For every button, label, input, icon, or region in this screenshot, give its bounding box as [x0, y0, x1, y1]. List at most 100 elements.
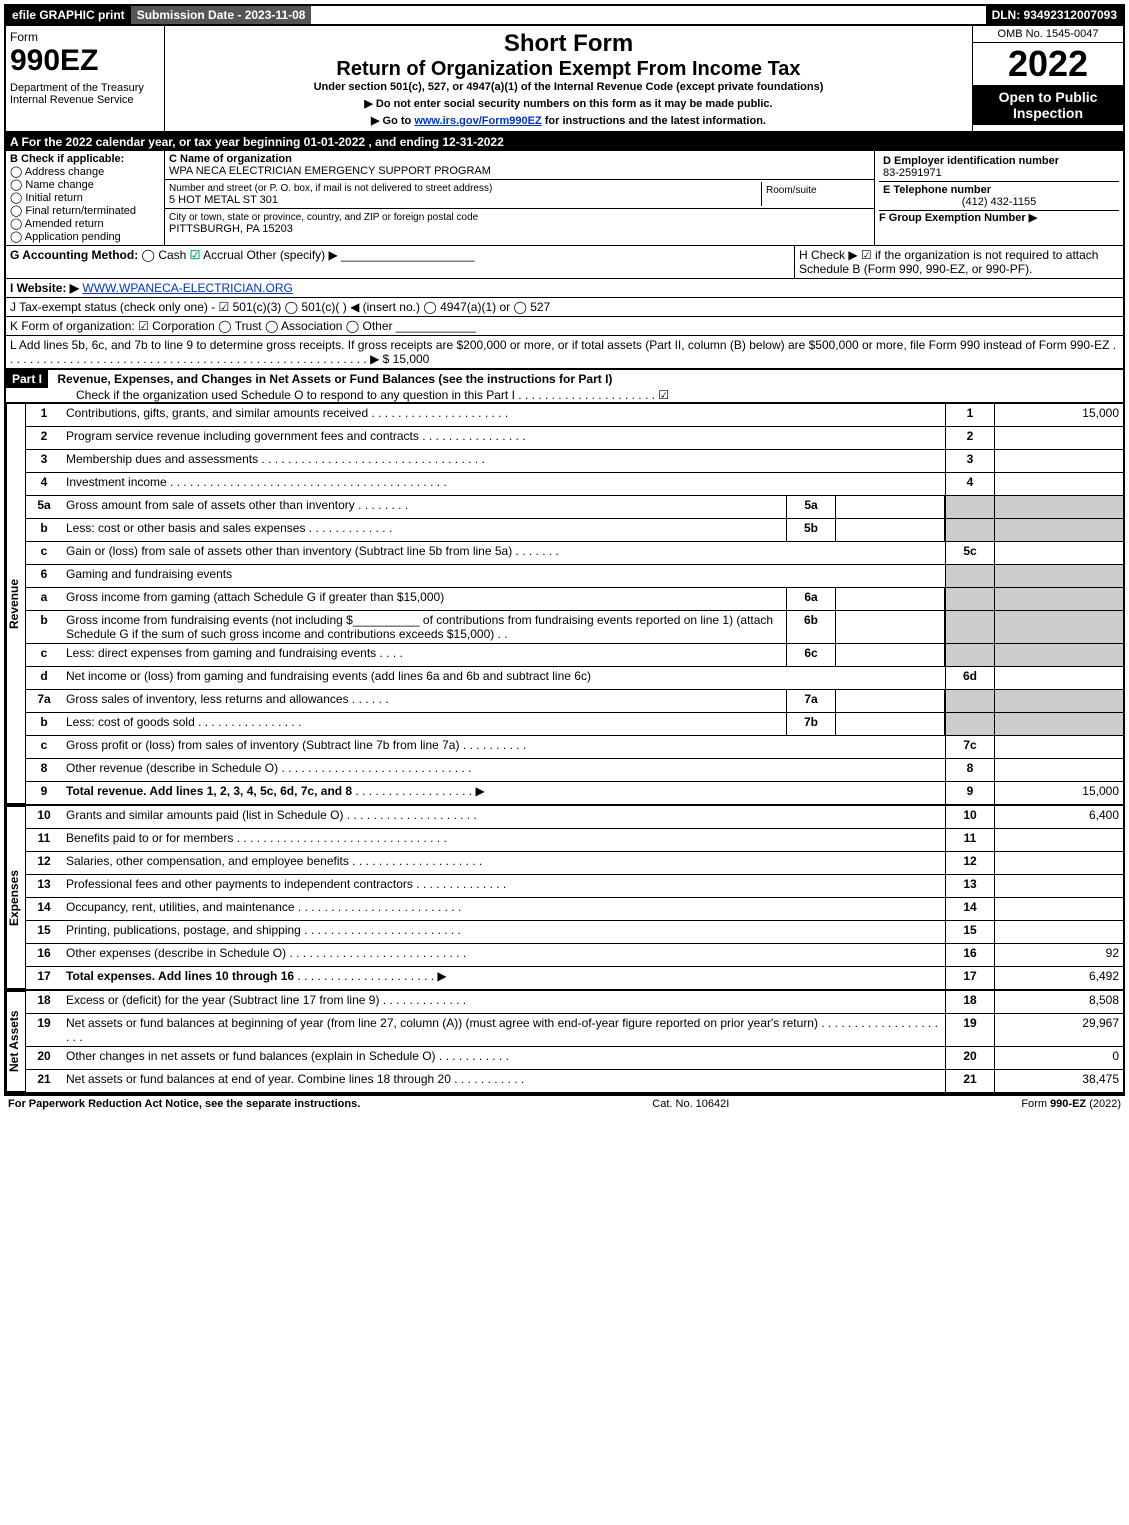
- org-name: WPA NECA ELECTRICIAN EMERGENCY SUPPORT P…: [169, 165, 491, 177]
- c-name-label: C Name of organization: [169, 153, 292, 165]
- netassets-section: Net Assets 18Excess or (deficit) for the…: [4, 989, 1125, 1094]
- under-section: Under section 501(c), 527, or 4947(a)(1)…: [169, 81, 968, 93]
- line-19-val: 29,967: [995, 1014, 1123, 1046]
- line-7b-desc: Less: cost of goods sold: [66, 715, 195, 729]
- j-text: J Tax-exempt status (check only one) - ☑…: [10, 300, 550, 314]
- line-5c-val: [995, 542, 1123, 564]
- revenue-section: Revenue 1Contributions, gifts, grants, a…: [4, 403, 1125, 804]
- j-row: J Tax-exempt status (check only one) - ☑…: [4, 297, 1125, 316]
- expenses-section: Expenses 10Grants and similar amounts pa…: [4, 804, 1125, 989]
- line-6c-desc: Less: direct expenses from gaming and fu…: [66, 646, 376, 660]
- line-6c-sub: 6c: [786, 644, 836, 666]
- line-15-desc: Printing, publications, postage, and shi…: [66, 923, 301, 937]
- check-name[interactable]: ◯ Name change: [10, 178, 160, 191]
- form-header: Form 990EZ Department of the Treasury In…: [4, 26, 1125, 133]
- form-number: 990EZ: [10, 44, 160, 78]
- netassets-label: Net Assets: [6, 991, 26, 1092]
- line-3-num: 3: [945, 450, 995, 472]
- line-2-num: 2: [945, 427, 995, 449]
- line-20-desc: Other changes in net assets or fund bala…: [66, 1049, 436, 1063]
- section-a: A For the 2022 calendar year, or tax yea…: [4, 133, 1125, 151]
- irs-link[interactable]: www.irs.gov/Form990EZ: [414, 115, 541, 127]
- line-16-val: 92: [995, 944, 1123, 966]
- line-5b-sub: 5b: [786, 519, 836, 541]
- line-19-desc: Net assets or fund balances at beginning…: [66, 1016, 818, 1030]
- tax-year: 2022: [973, 43, 1123, 85]
- g-other[interactable]: Other (specify) ▶: [246, 248, 337, 262]
- line-8-desc: Other revenue (describe in Schedule O): [66, 761, 278, 775]
- line-12-val: [995, 852, 1123, 874]
- header-left: Form 990EZ Department of the Treasury In…: [6, 26, 165, 131]
- room-cell: Room/suite: [761, 182, 870, 206]
- ein-label: D Employer identification number: [883, 155, 1059, 167]
- line-21-num: 21: [945, 1070, 995, 1092]
- line-5c-desc: Gain or (loss) from sale of assets other…: [66, 544, 512, 558]
- phone: (412) 432-1155: [883, 196, 1115, 208]
- b-label: B Check if applicable:: [10, 153, 124, 165]
- line-7a-desc: Gross sales of inventory, less returns a…: [66, 692, 349, 706]
- line-7c-desc: Gross profit or (loss) from sales of inv…: [66, 738, 459, 752]
- line-15-num: 15: [945, 921, 995, 943]
- bcd-row: B Check if applicable: ◯ Address change …: [4, 151, 1125, 246]
- line-5c-num: 5c: [945, 542, 995, 564]
- short-form-title: Short Form: [169, 30, 968, 58]
- line-14-num: 14: [945, 898, 995, 920]
- goto-post: for instructions and the latest informat…: [542, 115, 766, 127]
- line-7c-num: 7c: [945, 736, 995, 758]
- org-name-cell: C Name of organization WPA NECA ELECTRIC…: [165, 151, 874, 180]
- k-text: K Form of organization: ☑ Corporation ◯ …: [10, 319, 393, 333]
- goto-pre: ▶ Go to: [371, 115, 414, 127]
- website-link[interactable]: WWW.WPANECA-ELECTRICIAN.ORG: [82, 281, 292, 295]
- check-initial[interactable]: ◯ Initial return: [10, 191, 160, 204]
- line-20-num: 20: [945, 1047, 995, 1069]
- check-final[interactable]: ◯ Final return/terminated: [10, 204, 160, 217]
- line-6a-desc: Gross income from gaming (attach Schedul…: [66, 590, 444, 604]
- k-row: K Form of organization: ☑ Corporation ◯ …: [4, 316, 1125, 335]
- line-2-desc: Program service revenue including govern…: [66, 429, 419, 443]
- line-3-val: [995, 450, 1123, 472]
- col-b: B Check if applicable: ◯ Address change …: [6, 151, 165, 245]
- revenue-label: Revenue: [6, 403, 26, 804]
- line-4-val: [995, 473, 1123, 495]
- efile-label[interactable]: efile GRAPHIC print: [6, 6, 131, 24]
- line-9-val: 15,000: [995, 782, 1123, 804]
- line-13-num: 13: [945, 875, 995, 897]
- part1-label: Part I: [6, 370, 48, 388]
- line-2-val: [995, 427, 1123, 449]
- check-pending[interactable]: ◯ Application pending: [10, 230, 160, 243]
- h-text: H Check ▶ ☑ if the organization is not r…: [799, 248, 1098, 276]
- street-label: Number and street (or P. O. box, if mail…: [169, 183, 492, 194]
- g-label: G Accounting Method:: [10, 248, 138, 262]
- expenses-label: Expenses: [6, 806, 26, 989]
- dln-label: DLN: 93492312007093: [986, 6, 1123, 24]
- g-accrual[interactable]: Accrual: [203, 248, 243, 262]
- line-16-desc: Other expenses (describe in Schedule O): [66, 946, 286, 960]
- arrow-goto: ▶ Go to www.irs.gov/Form990EZ for instru…: [169, 114, 968, 127]
- line-7a-sub: 7a: [786, 690, 836, 712]
- line-1-num: 1: [945, 404, 995, 426]
- line-17-num: 17: [945, 967, 995, 989]
- g-cash[interactable]: Cash: [158, 248, 186, 262]
- submission-date: Submission Date - 2023-11-08: [131, 6, 312, 24]
- line-6d-desc: Net income or (loss) from gaming and fun…: [66, 669, 591, 683]
- check-amended[interactable]: ◯ Amended return: [10, 217, 160, 230]
- check-address[interactable]: ◯ Address change: [10, 165, 160, 178]
- city: PITTSBURGH, PA 15203: [169, 223, 293, 235]
- line-15-val: [995, 921, 1123, 943]
- col-c: C Name of organization WPA NECA ELECTRIC…: [165, 151, 875, 245]
- line-13-val: [995, 875, 1123, 897]
- header-right: OMB No. 1545-0047 2022 Open to Public In…: [972, 26, 1123, 131]
- header-center: Short Form Return of Organization Exempt…: [165, 26, 972, 131]
- line-21-val: 38,475: [995, 1070, 1123, 1092]
- line-6d-num: 6d: [945, 667, 995, 689]
- line-6-desc: Gaming and fundraising events: [66, 567, 232, 581]
- line-13-desc: Professional fees and other payments to …: [66, 877, 413, 891]
- line-12-desc: Salaries, other compensation, and employ…: [66, 854, 349, 868]
- line-9-num: 9: [945, 782, 995, 804]
- part1-header: Part I Revenue, Expenses, and Changes in…: [4, 369, 1125, 403]
- footer-left: For Paperwork Reduction Act Notice, see …: [8, 1098, 360, 1110]
- footer-mid: Cat. No. 10642I: [360, 1098, 1021, 1110]
- line-11-val: [995, 829, 1123, 851]
- line-5b-desc: Less: cost or other basis and sales expe…: [66, 521, 305, 535]
- ein: 83-2591971: [883, 167, 942, 179]
